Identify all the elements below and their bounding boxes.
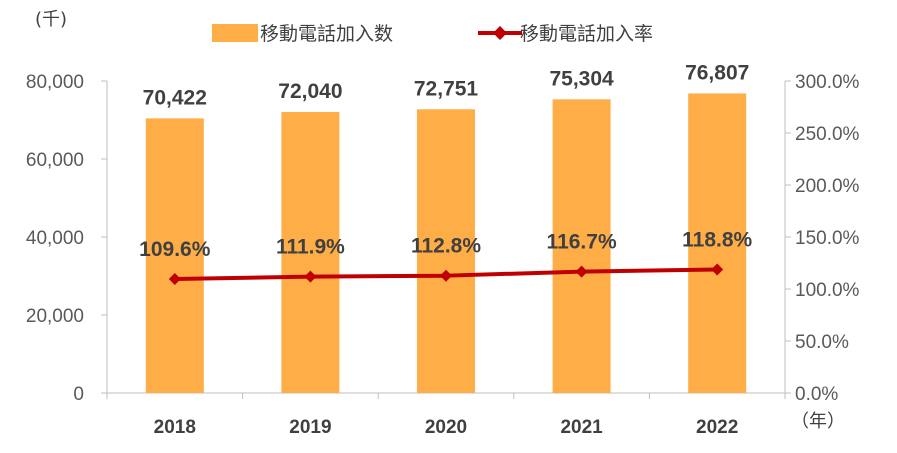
rate-value-label: 111.9%: [276, 236, 345, 259]
bar-value-label: 72,040: [278, 80, 342, 103]
x-tick-label: 2018: [154, 417, 196, 438]
y-right-tick-label: 0.0%: [795, 384, 838, 405]
y-left-tick-label: 60,000: [26, 150, 84, 171]
rate-point: [575, 265, 588, 278]
x-tick-label: 2022: [696, 417, 738, 438]
bar-value-label: 76,807: [685, 61, 749, 84]
y-right-tick-label: 200.0%: [795, 176, 860, 197]
bars: [145, 93, 747, 394]
rate-line: [168, 263, 724, 286]
rate-value-label: 112.8%: [411, 235, 481, 258]
rate-point: [440, 269, 452, 282]
legend: 移動電話加入数 移動電話加入率: [212, 23, 653, 45]
x-tick-label: 2020: [425, 417, 467, 438]
bar-value-label: 70,422: [143, 86, 207, 109]
bar: [281, 112, 340, 393]
rate-value-label: 116.7%: [547, 231, 617, 254]
rate-value-label: 109.6%: [139, 238, 211, 261]
x-unit: （年）: [791, 411, 845, 432]
rate-point: [304, 270, 317, 283]
y-right-tick-label: 150.0%: [795, 228, 860, 249]
rate-point: [168, 273, 181, 286]
y-left-unit: (千): [35, 9, 67, 30]
legend-line-label: 移動電話加入率: [520, 23, 653, 45]
legend-bar-label: 移動電話加入数: [260, 23, 393, 45]
rate-value-label: 118.8%: [682, 228, 752, 251]
y-right-tick-label: 100.0%: [795, 280, 860, 301]
y-left-tick-label: 40,000: [26, 228, 84, 249]
axes: 0 20,000 40,000 60,000 80,000 0.0% 50.0% 100.0%…: [26, 72, 860, 438]
legend-line-marker: [493, 26, 507, 40]
bar-value-label: 75,304: [549, 67, 614, 90]
y-right-tick-label: 300.0%: [795, 72, 860, 93]
y-left-tick-label: 20,000: [26, 306, 84, 327]
y-left-tick-label: 80,000: [26, 72, 84, 93]
bar: [417, 109, 475, 393]
y-left-tick-label: 0: [73, 384, 84, 405]
data-labels: 70,422 72,040 72,751 75,304 76,807 109.6% 111.…: [139, 61, 752, 261]
rate-point: [711, 263, 724, 276]
x-tick-label: 2021: [560, 417, 603, 438]
x-tick-label: 2019: [289, 417, 331, 438]
bar: [552, 99, 611, 394]
bar-value-label: 72,751: [414, 77, 479, 100]
y-right-tick-label: 50.0%: [795, 332, 849, 353]
legend-bar-swatch: [212, 24, 258, 42]
bar: [145, 118, 204, 394]
y-right-tick-label: 250.0%: [795, 124, 860, 145]
bar: [688, 93, 747, 393]
